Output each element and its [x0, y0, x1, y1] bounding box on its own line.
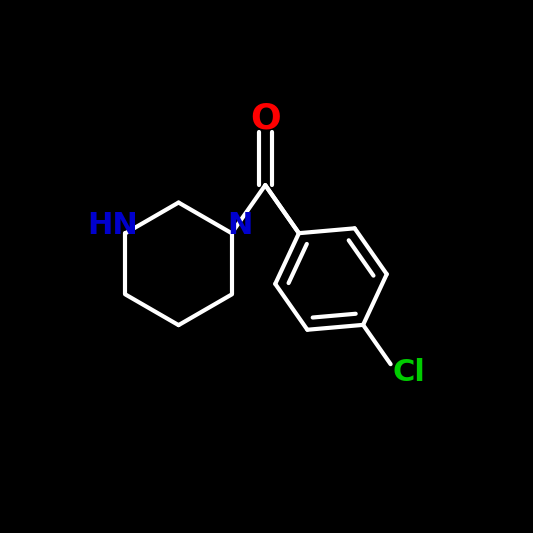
Text: N: N — [227, 211, 252, 240]
Text: O: O — [250, 101, 281, 135]
Text: Cl: Cl — [393, 358, 426, 386]
Text: HN: HN — [87, 211, 138, 240]
